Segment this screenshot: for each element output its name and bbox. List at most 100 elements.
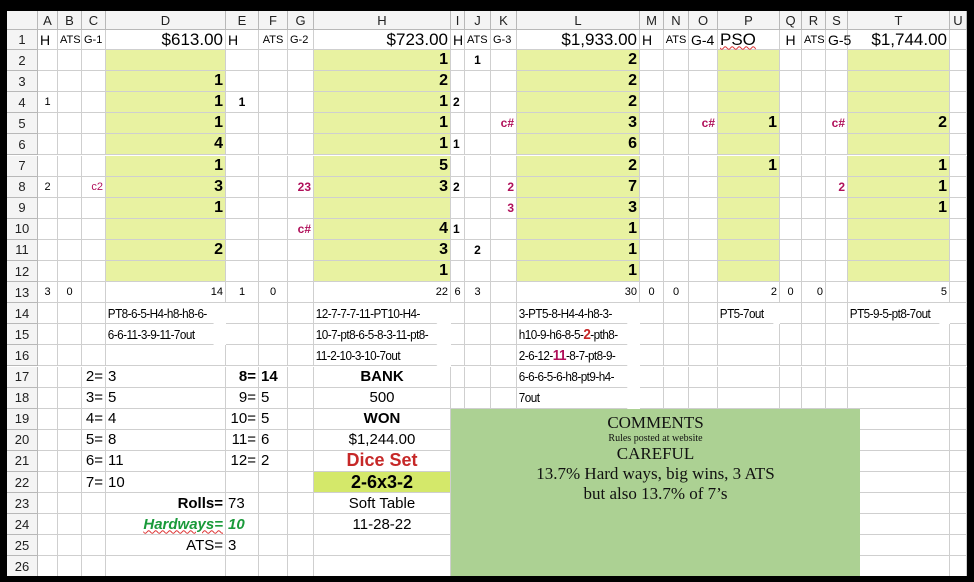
cell-A25[interactable] <box>38 535 58 557</box>
cell-E20[interactable]: 11= <box>226 429 259 451</box>
cell-T2[interactable] <box>848 50 950 72</box>
cell-F20[interactable]: 6 <box>259 429 288 451</box>
cell-A21[interactable] <box>38 450 58 472</box>
cell-Q7[interactable] <box>780 155 802 177</box>
cell-R4[interactable] <box>802 92 826 114</box>
cell-C22[interactable]: 7= <box>82 472 106 494</box>
cell-N4[interactable] <box>664 92 689 114</box>
cell-O16[interactable] <box>689 345 718 367</box>
cell-C7[interactable] <box>82 155 106 177</box>
row-header-10[interactable]: 10 <box>7 218 38 240</box>
cell-L2[interactable]: 2 <box>517 50 640 72</box>
cell-O8[interactable] <box>689 176 718 198</box>
cell-C18[interactable]: 3= <box>82 387 106 409</box>
cell-T26[interactable] <box>848 556 950 576</box>
cell-G1[interactable]: G-2 <box>288 30 314 50</box>
cell-T10[interactable] <box>848 218 950 240</box>
cell-N7[interactable] <box>664 155 689 177</box>
cell-I1[interactable]: H <box>451 30 465 50</box>
cell-U7[interactable] <box>950 155 967 177</box>
cell-B9[interactable] <box>58 197 82 219</box>
cell-C2[interactable] <box>82 50 106 72</box>
cell-M12[interactable] <box>640 261 664 283</box>
cell-J17[interactable] <box>465 366 491 388</box>
cell-L15[interactable]: h10-9-h6-8-5- 2 -pth8- <box>517 324 628 346</box>
row-header-14[interactable]: 14 <box>7 303 38 325</box>
cell-F10[interactable] <box>259 218 288 240</box>
cell-U10[interactable] <box>950 218 967 240</box>
cell-G5[interactable] <box>288 113 314 135</box>
cell-C4[interactable] <box>82 92 106 114</box>
row-header-8[interactable]: 8 <box>7 176 38 198</box>
column-header-L[interactable]: L <box>517 11 640 30</box>
cell-F11[interactable] <box>259 239 288 261</box>
cell-H16[interactable]: 11-2-10-3-10-7out <box>314 345 438 367</box>
row-header-23[interactable]: 23 <box>7 493 38 515</box>
cell-O3[interactable] <box>689 71 718 93</box>
cell-E2[interactable] <box>226 50 259 72</box>
cell-K18[interactable] <box>491 387 517 409</box>
cell-A2[interactable] <box>38 50 58 72</box>
cell-R10[interactable] <box>802 218 826 240</box>
cell-F1[interactable]: ATS <box>259 30 288 50</box>
cell-S6[interactable] <box>826 134 848 156</box>
cell-D11[interactable]: 2 <box>106 239 226 261</box>
cell-B18[interactable] <box>58 387 82 409</box>
cell-B4[interactable] <box>58 92 82 114</box>
cell-D4[interactable]: 1 <box>106 92 226 114</box>
cell-J9[interactable] <box>465 197 491 219</box>
cell-N15[interactable] <box>664 324 689 346</box>
cell-C23[interactable] <box>82 493 106 515</box>
cell-J4[interactable] <box>465 92 491 114</box>
cell-I14[interactable] <box>451 303 465 325</box>
cell-A18[interactable] <box>38 387 58 409</box>
cell-H20[interactable]: $1,244.00 <box>314 429 451 451</box>
cell-O5[interactable]: c# <box>689 113 718 135</box>
cell-S7[interactable] <box>826 155 848 177</box>
cell-E4[interactable]: 1 <box>226 92 259 114</box>
cell-D17[interactable]: 3 <box>106 366 226 388</box>
cell-D22[interactable]: 10 <box>106 472 226 494</box>
cell-Q17[interactable] <box>780 366 802 388</box>
cell-T11[interactable] <box>848 239 950 261</box>
cell-A4[interactable]: 1 <box>38 92 58 114</box>
cell-C15[interactable] <box>82 324 106 346</box>
column-header-A[interactable]: A <box>38 11 58 30</box>
cell-F6[interactable] <box>259 134 288 156</box>
cell-S1[interactable]: G-5 <box>826 30 851 50</box>
row-header-24[interactable]: 24 <box>7 514 38 536</box>
cell-B17[interactable] <box>58 366 82 388</box>
cell-D18[interactable]: 5 <box>106 387 226 409</box>
cell-P15[interactable] <box>718 324 780 346</box>
cell-M4[interactable] <box>640 92 664 114</box>
row-header-12[interactable]: 12 <box>7 261 38 283</box>
cell-O15[interactable] <box>689 324 718 346</box>
cell-L17[interactable]: 6-6-6-5-6-h8-pt9-h4- <box>517 367 628 388</box>
cell-G21[interactable] <box>288 450 314 472</box>
cell-C24[interactable] <box>82 514 106 536</box>
cell-K7[interactable] <box>491 155 517 177</box>
cell-N18[interactable] <box>664 387 689 409</box>
row-header-9[interactable]: 9 <box>7 197 38 219</box>
cell-T4[interactable] <box>848 92 950 114</box>
cell-U15[interactable] <box>950 324 967 346</box>
cell-M8[interactable] <box>640 176 664 198</box>
cell-I4[interactable]: 2 <box>451 92 465 114</box>
cell-U9[interactable] <box>950 197 967 219</box>
cell-S10[interactable] <box>826 218 848 240</box>
cell-L12[interactable]: 1 <box>517 261 640 283</box>
cell-E9[interactable] <box>226 197 259 219</box>
cell-H24[interactable]: 11-28-22 <box>314 514 451 536</box>
cell-I9[interactable] <box>451 197 465 219</box>
cell-R1[interactable]: ATS <box>802 30 826 50</box>
cell-M10[interactable] <box>640 218 664 240</box>
column-header-J[interactable]: J <box>465 11 491 30</box>
cell-H15[interactable]: 10-7-pt8-6-5-8-3-11-pt8- <box>314 324 438 346</box>
cell-N14[interactable] <box>664 303 689 325</box>
row-header-19[interactable]: 19 <box>7 408 38 430</box>
cell-J8[interactable] <box>465 176 491 198</box>
cell-D20[interactable]: 8 <box>106 429 226 451</box>
cell-B8[interactable] <box>58 176 82 198</box>
cell-C21[interactable]: 6= <box>82 450 106 472</box>
cell-I10[interactable]: 1 <box>451 218 465 240</box>
